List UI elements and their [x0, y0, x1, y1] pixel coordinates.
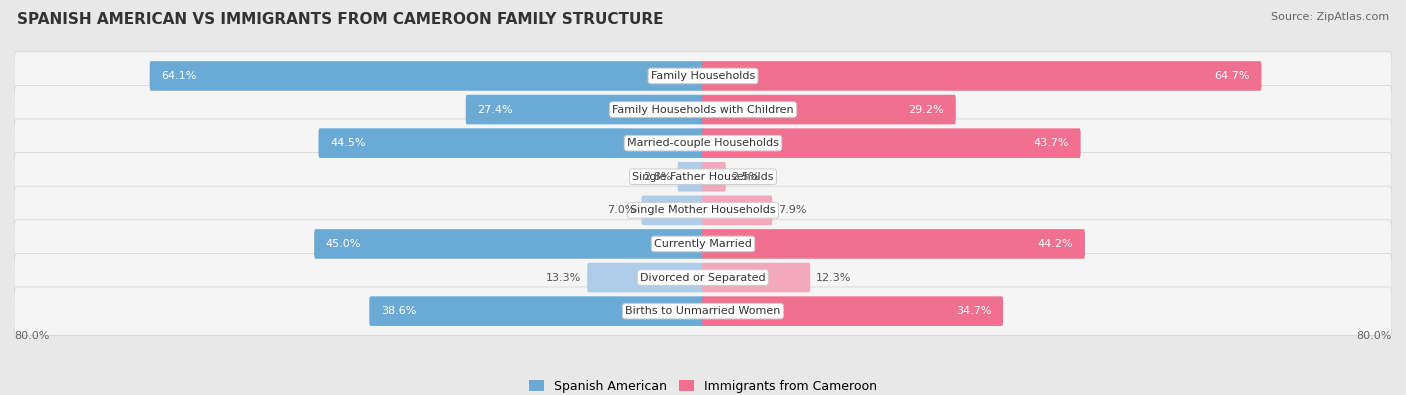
Text: 2.5%: 2.5%: [731, 172, 759, 182]
FancyBboxPatch shape: [702, 162, 725, 192]
FancyBboxPatch shape: [702, 128, 1081, 158]
FancyBboxPatch shape: [149, 61, 704, 91]
Text: Source: ZipAtlas.com: Source: ZipAtlas.com: [1271, 12, 1389, 22]
FancyBboxPatch shape: [14, 152, 1392, 201]
Text: 29.2%: 29.2%: [908, 105, 945, 115]
Text: 80.0%: 80.0%: [1357, 331, 1392, 341]
Text: 7.0%: 7.0%: [607, 205, 636, 215]
Text: 45.0%: 45.0%: [326, 239, 361, 249]
Text: 64.1%: 64.1%: [162, 71, 197, 81]
FancyBboxPatch shape: [702, 61, 1261, 91]
Text: 7.9%: 7.9%: [778, 205, 807, 215]
FancyBboxPatch shape: [14, 253, 1392, 302]
Text: 43.7%: 43.7%: [1033, 138, 1069, 148]
FancyBboxPatch shape: [14, 52, 1392, 100]
Text: 27.4%: 27.4%: [478, 105, 513, 115]
Text: SPANISH AMERICAN VS IMMIGRANTS FROM CAMEROON FAMILY STRUCTURE: SPANISH AMERICAN VS IMMIGRANTS FROM CAME…: [17, 12, 664, 27]
FancyBboxPatch shape: [14, 186, 1392, 235]
FancyBboxPatch shape: [465, 95, 704, 124]
FancyBboxPatch shape: [641, 196, 704, 225]
Text: 12.3%: 12.3%: [815, 273, 851, 282]
FancyBboxPatch shape: [702, 196, 772, 225]
FancyBboxPatch shape: [702, 263, 810, 292]
Text: 38.6%: 38.6%: [381, 306, 416, 316]
FancyBboxPatch shape: [678, 162, 704, 192]
Text: Single Mother Households: Single Mother Households: [630, 205, 776, 215]
FancyBboxPatch shape: [14, 85, 1392, 134]
Text: 80.0%: 80.0%: [14, 331, 49, 341]
Text: 13.3%: 13.3%: [547, 273, 582, 282]
Text: Single Father Households: Single Father Households: [633, 172, 773, 182]
Text: Births to Unmarried Women: Births to Unmarried Women: [626, 306, 780, 316]
FancyBboxPatch shape: [14, 119, 1392, 167]
Legend: Spanish American, Immigrants from Cameroon: Spanish American, Immigrants from Camero…: [524, 375, 882, 395]
FancyBboxPatch shape: [370, 296, 704, 326]
Text: 44.5%: 44.5%: [330, 138, 366, 148]
FancyBboxPatch shape: [14, 287, 1392, 335]
Text: Divorced or Separated: Divorced or Separated: [640, 273, 766, 282]
Text: Family Households: Family Households: [651, 71, 755, 81]
FancyBboxPatch shape: [314, 229, 704, 259]
Text: Family Households with Children: Family Households with Children: [612, 105, 794, 115]
Text: 2.8%: 2.8%: [644, 172, 672, 182]
FancyBboxPatch shape: [702, 296, 1002, 326]
FancyBboxPatch shape: [702, 95, 956, 124]
FancyBboxPatch shape: [14, 220, 1392, 268]
Text: Married-couple Households: Married-couple Households: [627, 138, 779, 148]
FancyBboxPatch shape: [588, 263, 704, 292]
Text: Currently Married: Currently Married: [654, 239, 752, 249]
FancyBboxPatch shape: [319, 128, 704, 158]
Text: 44.2%: 44.2%: [1038, 239, 1073, 249]
Text: 64.7%: 64.7%: [1215, 71, 1250, 81]
Text: 34.7%: 34.7%: [956, 306, 991, 316]
FancyBboxPatch shape: [702, 229, 1085, 259]
